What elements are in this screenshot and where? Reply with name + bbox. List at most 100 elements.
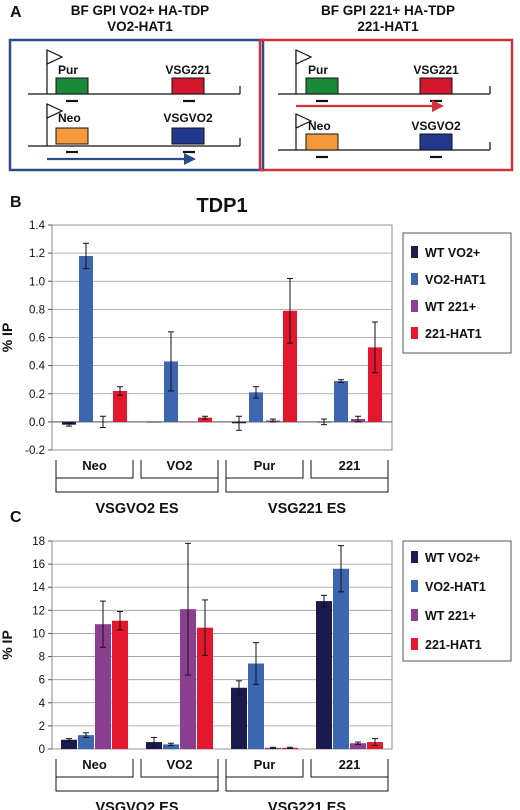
- group-label: VSGVO2 ES: [95, 501, 178, 517]
- category-bracket: [55, 759, 134, 778]
- y-tick-label: 1.4: [29, 220, 46, 232]
- legend-swatch: [411, 327, 418, 339]
- y-tick-label: 6: [39, 675, 45, 687]
- vsg221-gene-box: [419, 77, 453, 95]
- left-construct-box: [8, 38, 265, 172]
- y-tick-label: 1.0: [29, 276, 45, 288]
- bar: [112, 620, 128, 749]
- vsg221-label: VSG221: [413, 63, 459, 77]
- bar: [283, 310, 297, 422]
- bar: [198, 417, 212, 422]
- y-tick-label: -0.2: [25, 445, 45, 457]
- panel-c-label: C: [10, 509, 22, 526]
- chart-title: TDP1: [196, 195, 247, 217]
- neo-label: Neo: [308, 119, 331, 133]
- chart-tdp1: B TDP1 -0.2 0.0 0.2 0.4 0.6 0.8 1.0 1.2 1.4 % IP Ne…: [0, 194, 512, 517]
- bar: [350, 743, 366, 749]
- bar: [78, 735, 94, 749]
- y-tick-label: 8: [39, 652, 45, 664]
- x-category-label: Pur: [254, 757, 276, 772]
- bar: [61, 739, 77, 749]
- bar: [368, 347, 382, 422]
- legend-entry: WT 221+: [425, 609, 476, 623]
- category-bracket: [225, 460, 304, 479]
- y-tick-label: 14: [32, 582, 45, 594]
- panel-a: A BF GPI VO2+ HA-TDP VO2-HAT1 Pur VSG221…: [8, 3, 514, 172]
- vsg221-label: VSG221: [165, 63, 211, 77]
- category-bracket: [55, 460, 134, 479]
- y-tick-label: 1.2: [29, 248, 45, 260]
- y-tick-label: 0.6: [29, 333, 45, 345]
- right-construct-box: [258, 38, 514, 172]
- category-bracket: [140, 460, 219, 479]
- legend-swatch: [411, 609, 418, 621]
- vsgvo2-gene-box: [171, 127, 205, 145]
- right-construct-title: BF GPI 221+ HA-TDP: [321, 3, 455, 18]
- category-bracket: [310, 759, 389, 778]
- bar: [249, 392, 263, 422]
- legend-swatch: [411, 580, 418, 592]
- bar: [147, 421, 161, 423]
- legend-swatch: [411, 300, 418, 312]
- bar: [180, 609, 196, 749]
- promoter-flag-icon: [46, 103, 64, 146]
- x-category-label: VO2: [166, 458, 192, 473]
- y-tick-label: 0.2: [29, 389, 45, 401]
- pur-gene-box: [305, 77, 339, 95]
- bar: [163, 744, 179, 749]
- x-category-label: VO2: [166, 757, 192, 772]
- y-tick-label: 0.4: [29, 361, 46, 373]
- neo-gene-box: [305, 133, 339, 151]
- transcription-arrow-icon: [296, 100, 444, 112]
- legend-entry: WT VO2+: [425, 246, 480, 260]
- legend-swatch: [411, 246, 418, 258]
- bar: [95, 624, 111, 749]
- legend-entry: 221-HAT1: [425, 638, 482, 652]
- vsgvo2-label: VSGVO2: [163, 111, 213, 125]
- chart-h3: C H3024681012141618% IPNeoVO2Pur221VSGVO…: [0, 509, 512, 810]
- vsgvo2-label: VSGVO2: [411, 119, 461, 133]
- bar: [164, 361, 178, 422]
- bar: [113, 390, 127, 422]
- transcription-arrow-icon: [47, 153, 196, 165]
- y-tick-label: 4: [39, 698, 46, 710]
- legend-entry: 221-HAT1: [425, 327, 482, 341]
- legend-box: [402, 232, 512, 354]
- pur-label: Pur: [58, 63, 78, 77]
- bar: [333, 568, 349, 749]
- y-tick-label: 16: [32, 559, 45, 571]
- left-construct-subtitle: VO2-HAT1: [107, 19, 173, 34]
- legend-entry: WT 221+: [425, 300, 476, 314]
- y-tick-label: 0.8: [29, 304, 45, 316]
- pur-label: Pur: [308, 63, 328, 77]
- x-category-label: 221: [339, 458, 361, 473]
- x-category-label: 221: [339, 757, 361, 772]
- y-tick-label: 0.0: [29, 417, 45, 429]
- x-category-label: Pur: [254, 458, 276, 473]
- y-axis-label: % IP: [0, 630, 15, 660]
- y-tick-label: 12: [32, 605, 45, 617]
- bar: [197, 627, 213, 749]
- legend-entry: VO2-HAT1: [425, 273, 486, 287]
- pur-gene-box: [55, 77, 89, 95]
- bar: [316, 601, 332, 749]
- y-tick-label: 10: [32, 628, 45, 640]
- neo-gene-box: [55, 127, 89, 145]
- neo-label: Neo: [58, 111, 81, 125]
- y-axis-label: % IP: [0, 323, 15, 353]
- right-construct-subtitle: 221-HAT1: [357, 19, 419, 34]
- y-tick-label: 18: [32, 536, 45, 548]
- x-category-label: Neo: [82, 458, 107, 473]
- bar: [248, 663, 264, 749]
- category-bracket: [140, 759, 219, 778]
- bar: [181, 421, 195, 423]
- group-label: VSG221 ES: [268, 800, 347, 810]
- legend-swatch: [411, 551, 418, 563]
- legend-swatch: [411, 638, 418, 650]
- group-label: VSGVO2 ES: [95, 800, 178, 810]
- y-tick-label: 0: [39, 744, 45, 756]
- vsgvo2-gene-box: [419, 133, 453, 151]
- vsg221-gene-box: [171, 77, 205, 95]
- promoter-flag-icon: [46, 49, 64, 94]
- group-bracket: [55, 478, 219, 493]
